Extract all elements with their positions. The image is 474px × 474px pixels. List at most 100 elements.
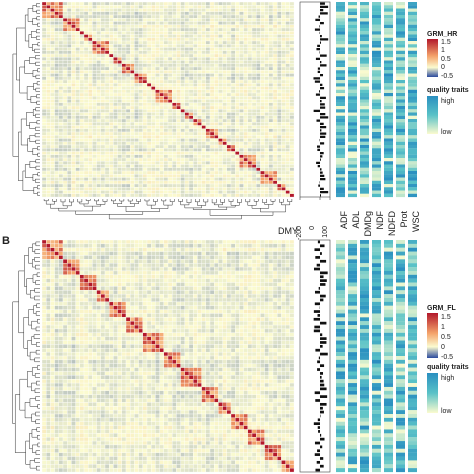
heatmap-cell [71, 141, 76, 146]
heatmap-cell [83, 66, 89, 71]
dmy-bar [315, 18, 320, 22]
heatmap-cell [79, 270, 85, 276]
heatmap-cell [285, 53, 291, 58]
heatmap-cell [188, 18, 194, 22]
heatmap-cell [205, 282, 211, 287]
heatmap-cell [289, 96, 295, 100]
dmy-bar [320, 21, 324, 25]
heatmap-cell [214, 11, 219, 16]
heatmap-cell [201, 157, 207, 162]
heatmap-cell [188, 274, 194, 279]
heatmap-cell [235, 274, 240, 279]
heatmap-cell [218, 47, 223, 51]
heatmap-cell [264, 44, 270, 48]
heatmap-cell [41, 167, 47, 172]
dendrogram-branch [36, 427, 40, 432]
heatmap-cell [289, 27, 295, 32]
heatmap-cell [209, 99, 215, 103]
heatmap-cell [75, 73, 81, 77]
heatmap-cell [71, 27, 76, 32]
heatmap-cell [214, 131, 219, 136]
heatmap-cell [243, 53, 249, 58]
heatmap-cell [125, 161, 131, 165]
heatmap-cell [71, 128, 76, 133]
heatmap-cell [163, 60, 169, 64]
heatmap-cell [88, 177, 93, 181]
heatmap-cell [172, 57, 177, 61]
heatmap-cell [222, 47, 228, 51]
heatmap-cell [62, 239, 68, 245]
heatmap-cell [142, 266, 148, 272]
heatmap-cell [176, 183, 181, 188]
heatmap-cell [146, 112, 152, 116]
heatmap-cell [251, 47, 257, 51]
heatmap-cell [277, 96, 282, 100]
heatmap-cell [83, 18, 89, 22]
trait-cell [336, 138, 345, 142]
heatmap-cell [214, 47, 219, 51]
heatmap-cell [155, 167, 160, 172]
heatmap-cell [260, 73, 265, 77]
heatmap-cell [256, 70, 261, 74]
heatmap-cell [197, 243, 202, 248]
heatmap-cell [146, 57, 152, 61]
heatmap-cell [226, 66, 232, 71]
heatmap-cell [277, 89, 282, 94]
heatmap-cell [67, 122, 72, 126]
heatmap-cell [121, 66, 127, 71]
heatmap-cell [201, 96, 207, 100]
heatmap-cell [159, 122, 165, 126]
heatmap-cell [142, 76, 148, 81]
heatmap-cell [62, 86, 68, 90]
trait-cell [348, 60, 357, 64]
heatmap-cell [193, 50, 198, 55]
heatmap-cell [163, 243, 169, 248]
dendrogram-branch [31, 320, 38, 330]
heatmap-cell [67, 161, 72, 165]
heatmap-cell [188, 44, 194, 48]
heatmap-cell [247, 102, 253, 107]
heatmap-cell [226, 34, 232, 38]
heatmap-cell [289, 180, 295, 185]
trait-cell [348, 50, 357, 55]
heatmap-cell [260, 274, 265, 279]
heatmap-cell [104, 11, 110, 16]
heatmap-cell [100, 148, 106, 152]
dendrogram-branch [37, 435, 40, 440]
heatmap-cell [180, 21, 186, 25]
heatmap-cell [159, 151, 165, 155]
heatmap-cell [209, 53, 215, 58]
heatmap-cell [88, 79, 93, 84]
heatmap-cell [176, 187, 181, 191]
heatmap-cell [159, 177, 165, 181]
heatmap-cell [92, 34, 97, 38]
heatmap-cell [79, 138, 85, 142]
heatmap-cell [92, 105, 97, 110]
heatmap-cell [88, 161, 93, 165]
heatmap-cell [205, 183, 211, 188]
heatmap-cell [184, 122, 190, 126]
heatmap-cell [121, 102, 127, 107]
heatmap-cell [151, 187, 156, 191]
heatmap-cell [113, 263, 118, 268]
heatmap-cell [172, 266, 177, 272]
heatmap-cell [46, 190, 51, 194]
heatmap-cell [222, 27, 228, 32]
heatmap-cell [159, 63, 165, 68]
heatmap-cell [138, 18, 144, 22]
heatmap-cell [285, 115, 291, 120]
trait-cell [396, 158, 405, 162]
heatmap-cell [125, 177, 131, 181]
heatmap-cell [285, 86, 291, 90]
heatmap-cell [88, 44, 93, 48]
heatmap-cell [100, 21, 106, 25]
heatmap-cell [96, 24, 102, 29]
heatmap-cell [222, 79, 228, 84]
heatmap-cell [41, 148, 47, 152]
heatmap-cell [277, 161, 282, 165]
heatmap-cell [134, 31, 139, 35]
heatmap-cell [268, 63, 274, 68]
heatmap-cell [41, 21, 47, 25]
trait-cell [372, 37, 381, 42]
heatmap-cell [121, 274, 127, 279]
